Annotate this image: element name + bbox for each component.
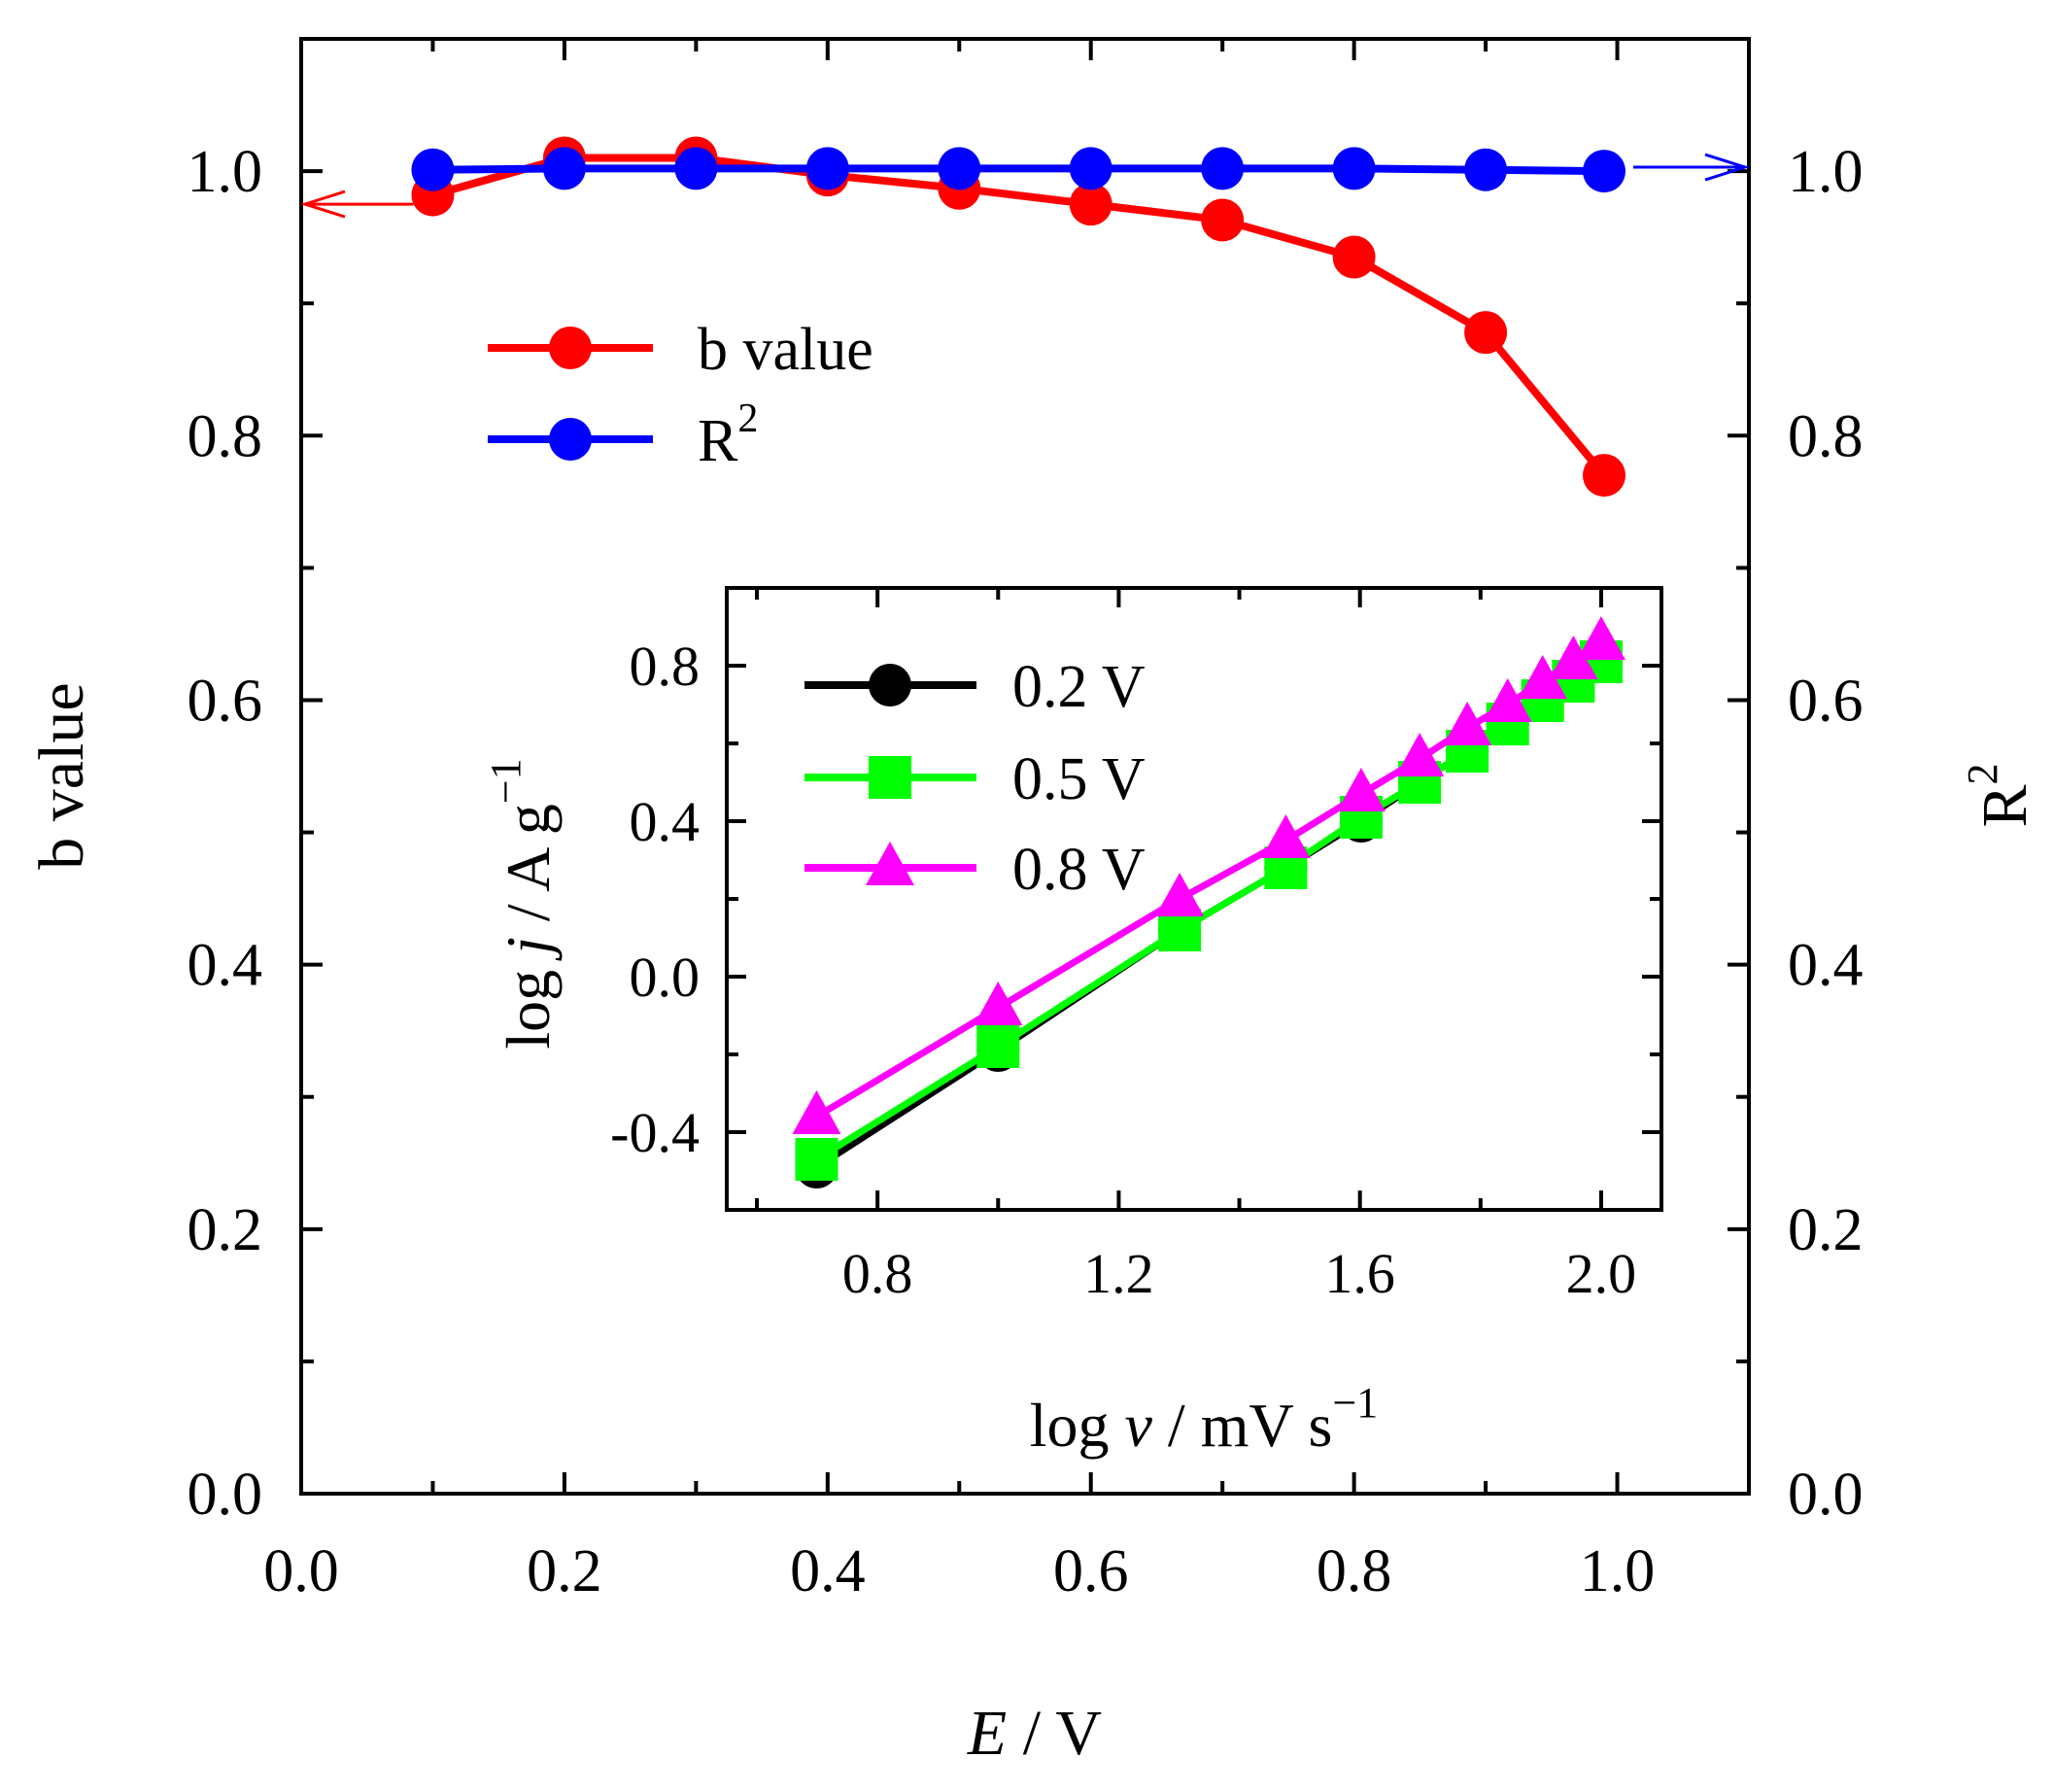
right-axis-arrow-head — [1704, 153, 1750, 182]
inset-x-tick-label: 2.0 — [1566, 1242, 1637, 1305]
y-tick-label: 1.0 — [188, 139, 263, 205]
inset-y-tick-label: 0.4 — [630, 790, 701, 853]
b-value-series-point — [1201, 198, 1245, 242]
y-tick-label: 0.8 — [188, 403, 263, 469]
y2-tick-label: 0.8 — [1788, 403, 1864, 469]
inset-series-0-5-v-point — [976, 1025, 1020, 1068]
y2-tick-label: 0.6 — [1788, 668, 1864, 734]
inset-series-0-8-v-point — [974, 982, 1023, 1025]
y-tick-label: 0.0 — [188, 1462, 263, 1528]
inset-y-tick-label: 0.8 — [630, 635, 701, 698]
b-value-series-point — [1069, 183, 1112, 226]
b-value-series-point — [1583, 454, 1625, 498]
r2-series-point — [674, 147, 718, 190]
x-tick-label: 0.8 — [1317, 1538, 1392, 1604]
y2-tick-label: 0.0 — [1788, 1462, 1864, 1528]
r2-series-point — [1583, 150, 1625, 193]
inset-y-tick-label: 0.0 — [630, 946, 701, 1009]
inset-y-axis-title: log j / A g−1 — [482, 758, 563, 1049]
left-axis-arrow-head — [300, 190, 346, 219]
inset-series-0-8-v-point — [1576, 616, 1625, 660]
y2-tick-label: 1.0 — [1788, 139, 1864, 205]
r2-series-point — [411, 148, 455, 191]
inset-series-0-8-v-point — [1261, 814, 1311, 858]
r2-series-point — [542, 147, 586, 190]
y-tick-label: 0.4 — [188, 933, 263, 999]
inset-plot: 0.8 1.2 1.6 2.0 -0.4 0.0 0.4 0.8 log v / mV s−1 l… — [482, 586, 1663, 1460]
inset-series-0-5-v-point — [795, 1138, 838, 1181]
inset-series-0-8-v-point — [1336, 768, 1386, 811]
inset-legend-0-8-v-label: 0.8 V — [1012, 837, 1146, 903]
legend-r2-label: R2 — [698, 396, 758, 474]
inset-y-tick-label: -0.4 — [610, 1101, 700, 1164]
inset-series-0-8-v-point — [1518, 655, 1567, 699]
inset-legend-0-8-v-marker — [866, 842, 914, 885]
r2-series-point — [938, 147, 981, 190]
y-tick-label: 0.6 — [188, 668, 263, 734]
inset-x-tick-label: 1.2 — [1083, 1242, 1154, 1305]
inset-x-axis-title: log v / mV s−1 — [1030, 1379, 1379, 1460]
r2-series-point — [1464, 148, 1508, 191]
inset-series-0-8-v-point — [792, 1090, 841, 1134]
y-tick-label: 0.2 — [188, 1197, 263, 1263]
x-axis-title: E / V — [967, 1698, 1102, 1769]
b-value-series-point — [1332, 235, 1376, 279]
b-value-series-line — [431, 154, 1608, 478]
inset-x-tick-label: 1.6 — [1324, 1242, 1395, 1305]
inset-legend-0-5-v-label: 0.5 V — [1012, 746, 1146, 812]
x-tick-label: 0.2 — [527, 1538, 602, 1604]
y2-tick-label: 0.4 — [1788, 933, 1864, 999]
inset-legend-0-2-v-label: 0.2 V — [1012, 654, 1146, 720]
legend-b-value-marker — [549, 327, 592, 369]
inset-legend-0-2-v-marker — [869, 664, 911, 706]
main-plot: 0.0 0.2 0.4 0.6 0.8 1.00.00.20.40.60.81.00.00… — [26, 37, 2040, 1769]
y2-tick-label: 0.2 — [1788, 1197, 1864, 1263]
inset-series-0-8-v-point — [1443, 702, 1492, 745]
main-plot-frame — [299, 37, 1751, 1496]
y2-axis-title: R2 — [1959, 763, 2040, 827]
r2-series-point — [805, 147, 849, 190]
r2-series-point — [1069, 147, 1112, 190]
r2-series-point — [1201, 147, 1245, 190]
legend-b-value-label: b value — [698, 317, 873, 383]
x-tick-label: 0.0 — [263, 1538, 339, 1604]
inset-series-0-8-v-point — [1483, 678, 1532, 722]
inset-x-tick-label: 0.8 — [842, 1242, 913, 1305]
x-tick-label: 0.6 — [1053, 1538, 1129, 1604]
legend-r2-marker — [549, 418, 592, 461]
x-tick-label: 0.4 — [790, 1538, 866, 1604]
x-tick-label: 1.0 — [1580, 1538, 1656, 1604]
r2-series-point — [1332, 147, 1376, 190]
inset-series-0-8-v-point — [1395, 733, 1445, 776]
inset-series-0-8-v-point — [1155, 873, 1205, 916]
inset-legend-0-5-v-marker — [869, 756, 911, 799]
y-axis-title: b value — [26, 682, 97, 869]
r2-series-line — [432, 164, 1605, 176]
inset-series-0-8-v-point — [1549, 636, 1598, 679]
b-value-series-point — [1464, 311, 1508, 355]
